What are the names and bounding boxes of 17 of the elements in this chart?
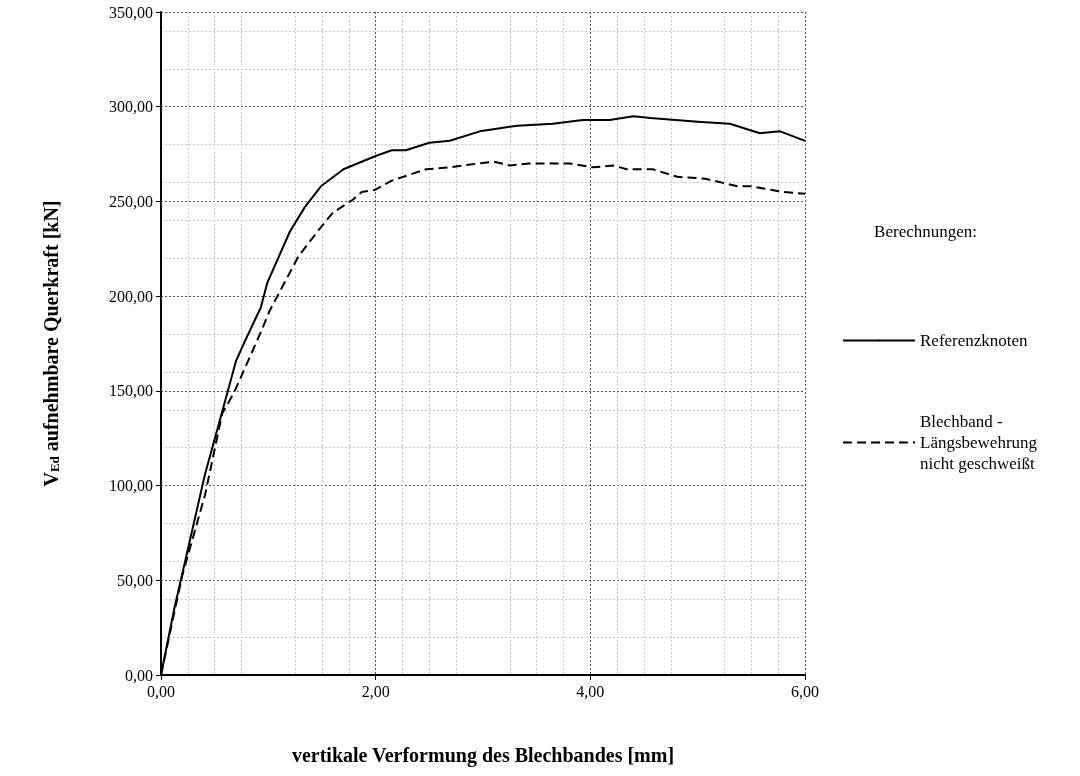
- legend-title: Berechnungen:: [874, 222, 977, 241]
- legend-label: Referenzknoten: [920, 331, 1029, 350]
- x-tick-label: 0,00: [147, 682, 175, 700]
- x-axis-title: vertikale Verformung des Blechbandes [mm]: [291, 744, 675, 767]
- x-tick-label: 6,00: [791, 682, 819, 700]
- y-tick-label: 250,00: [109, 192, 153, 210]
- y-axis-title: VEd aufnehmbare Querkraft [kN]: [40, 200, 62, 487]
- y-tick-label: 50,00: [117, 571, 153, 589]
- y-tick-label: 200,00: [109, 287, 153, 305]
- y-tick-label: 0,00: [125, 666, 153, 684]
- y-tick-label: 350,00: [109, 3, 153, 21]
- y-tick-label: 300,00: [109, 98, 153, 116]
- x-tick-label: 4,00: [576, 682, 605, 700]
- legend-label: Blechband - Längsbewehrung nicht geschweißt: [920, 412, 1042, 473]
- y-tick-label: 100,00: [109, 477, 153, 495]
- x-tick-label: 2,00: [361, 682, 390, 700]
- y-tick-label: 150,00: [109, 382, 153, 400]
